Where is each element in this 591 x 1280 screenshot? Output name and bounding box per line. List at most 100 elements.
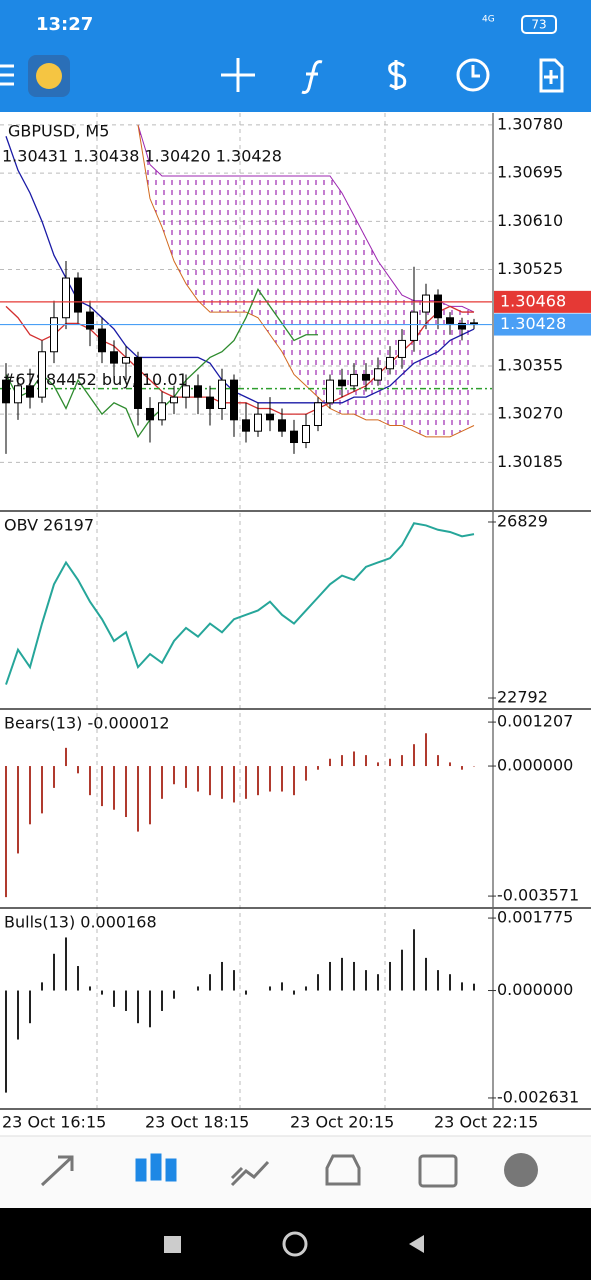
candle-body — [458, 322, 466, 330]
candle-body — [398, 339, 406, 358]
candle-body — [158, 402, 166, 421]
battery-level: 73 — [531, 18, 546, 32]
candle-body — [134, 356, 142, 409]
crosshair-icon[interactable] — [221, 58, 255, 92]
y-tick-label: 26829 — [497, 511, 548, 530]
panel-title: OBV 26197 — [4, 516, 94, 535]
ohlc-label: 1.30431 1.30438 1.30420 1.30428 — [2, 147, 282, 166]
candle-body — [14, 385, 22, 404]
candle-body — [2, 379, 10, 404]
candle-body — [314, 402, 322, 426]
candle-body — [302, 424, 310, 444]
clock: 13:27 — [36, 14, 93, 35]
candle-body — [74, 277, 82, 313]
candle-body — [254, 413, 262, 432]
y-tick-label: 1.30695 — [497, 163, 563, 182]
candle-body — [290, 430, 298, 444]
candle-body — [362, 373, 370, 381]
nav-bg — [0, 1136, 591, 1208]
history-icon[interactable] — [456, 58, 490, 92]
x-tick-label: 23 Oct 18:15 — [145, 1113, 249, 1132]
price-tag — [494, 290, 591, 313]
system-nav — [0, 1208, 591, 1280]
y-tick-label: 1.30610 — [497, 211, 563, 230]
bottom-nav — [0, 1135, 591, 1280]
y-tick-label: 0.000000 — [497, 756, 573, 775]
logo-inner — [36, 63, 62, 89]
network: 4G — [482, 15, 495, 25]
candle-body — [50, 317, 58, 353]
candle-body — [242, 419, 250, 432]
candle-body — [98, 328, 106, 353]
charts: 1.30780 1.30695 1.30610 1.30525 1.30355 1.302… — [0, 113, 591, 1132]
news-tab[interactable] — [418, 1154, 458, 1188]
candle-body — [206, 396, 214, 409]
candle-body — [446, 317, 454, 324]
candle-body — [38, 351, 46, 398]
y-tick-label: 22792 — [497, 688, 548, 707]
y-tick-label: -0.002631 — [497, 1087, 579, 1106]
y-tick-label: 1.30355 — [497, 355, 563, 374]
candle-body — [218, 379, 226, 409]
price-tag — [494, 313, 591, 336]
x-tick-label: 23 Oct 16:15 — [2, 1113, 106, 1132]
x-tick-label: 23 Oct 22:15 — [434, 1113, 538, 1132]
y-tick-label: 1.30525 — [497, 259, 563, 278]
candle-body — [422, 294, 430, 313]
indicator-line — [5, 136, 475, 404]
history-tab[interactable] — [325, 1154, 361, 1186]
chat-tab[interactable] — [504, 1153, 538, 1187]
candle-body — [326, 379, 334, 404]
chart-title: GBPUSD, M5 — [8, 122, 109, 141]
candle-body — [122, 356, 130, 364]
price-tag-label: 1.30428 — [500, 314, 566, 333]
x-tick-label: 23 Oct 20:15 — [290, 1113, 394, 1132]
trade-tab[interactable] — [230, 1160, 270, 1187]
y-tick-label: 1.30270 — [497, 404, 563, 423]
obv-line — [5, 522, 475, 685]
price-tag-label: 1.30468 — [500, 291, 566, 310]
candle-body — [230, 379, 238, 421]
candle-body — [386, 356, 394, 370]
chart-tab[interactable] — [135, 1153, 177, 1182]
header-bg — [0, 0, 591, 112]
candle-body — [350, 373, 358, 387]
cloud-lower — [137, 124, 475, 438]
new-order-icon[interactable] — [539, 58, 564, 93]
candle-body — [194, 385, 202, 398]
candle-body — [338, 379, 346, 387]
cloud-upper — [137, 124, 475, 313]
candle-body — [278, 419, 286, 432]
candle-body — [266, 413, 274, 421]
recents-button[interactable] — [164, 1236, 181, 1253]
y-tick-label: -0.003571 — [497, 886, 579, 905]
candle-body — [434, 294, 442, 319]
home-button[interactable] — [282, 1231, 308, 1257]
trade-icon[interactable] — [388, 60, 407, 90]
candle-body — [62, 277, 70, 319]
y-tick-label: 0.001207 — [497, 712, 573, 731]
panel-title: Bears(13) -0.000012 — [4, 714, 170, 733]
back-button[interactable] — [409, 1235, 424, 1253]
candle-body — [26, 385, 34, 398]
y-tick-label: 0.001775 — [497, 908, 573, 927]
candle-body — [182, 385, 190, 398]
y-tick-label: 1.30185 — [497, 452, 563, 471]
panel-title: Bulls(13) 0.000168 — [4, 913, 157, 932]
top-bar: 13:27 4G 73 — [0, 0, 591, 112]
indicator-icon[interactable] — [301, 60, 323, 94]
battery-icon — [521, 15, 557, 34]
candle-body — [110, 351, 118, 364]
menu-icon[interactable] — [0, 64, 14, 86]
candle-body — [170, 396, 178, 404]
y-tick-label: 0.000000 — [497, 980, 573, 999]
candle-body — [374, 368, 382, 381]
candle-body — [410, 311, 418, 341]
y-tick-label: 1.30780 — [497, 114, 563, 133]
candle-body — [86, 311, 94, 330]
candle-body — [146, 407, 154, 421]
indicator-line — [5, 305, 474, 415]
quotes-tab[interactable] — [40, 1155, 74, 1187]
